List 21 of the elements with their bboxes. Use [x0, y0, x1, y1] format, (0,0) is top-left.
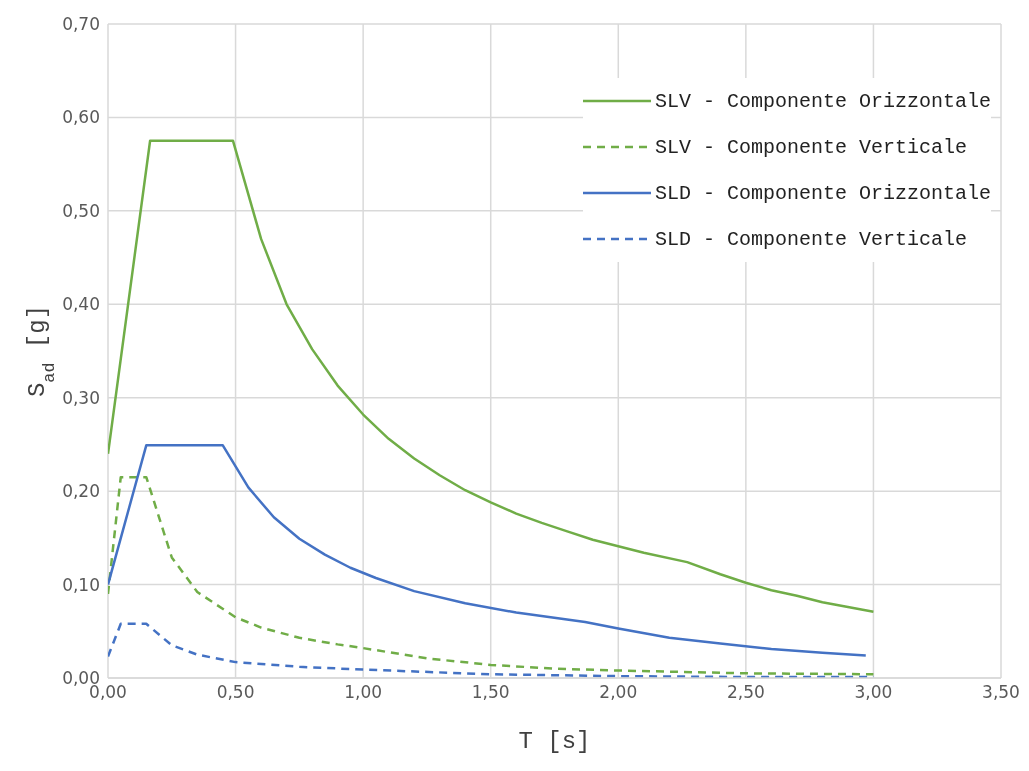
line-series [108, 444, 868, 657]
x-tick-label: 3,00 [854, 682, 893, 703]
x-tick-label: 1,00 [344, 682, 383, 703]
y-tick-label: 0,50 [62, 200, 100, 221]
x-tick-label: 0,50 [216, 682, 255, 703]
y-tick-label: 0,60 [62, 107, 100, 128]
x-tick-label: 3,50 [982, 682, 1020, 703]
legend-label: SLV - Componente Orizzontale [654, 89, 991, 113]
x-tick-label: 2,00 [599, 682, 638, 703]
x-tick-label: 2,50 [726, 682, 765, 703]
legend-label: SLD - Componente Orizzontale [654, 181, 991, 205]
line-series [108, 475, 875, 676]
y-tick-label: 0,10 [62, 574, 100, 595]
y-tick-label: 0,20 [62, 481, 100, 502]
y-tick-label: 0,40 [62, 294, 100, 315]
y-tick-label: 0,30 [62, 387, 100, 408]
y-tick-label: 0,70 [62, 14, 100, 35]
x-tick-label: 1,50 [471, 682, 510, 703]
x-axis-title: T [s] [518, 728, 591, 755]
legend-label: SLD - Componente Verticale [654, 227, 967, 251]
legend-label: SLV - Componente Verticale [654, 135, 967, 159]
